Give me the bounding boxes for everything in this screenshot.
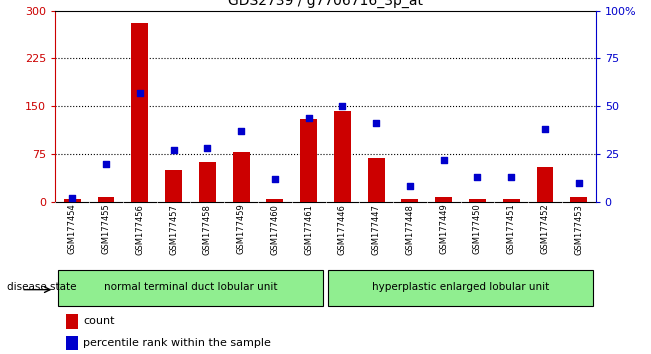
Bar <box>300 119 317 202</box>
Point <box>169 147 179 153</box>
Point <box>135 90 145 96</box>
Bar <box>368 159 385 202</box>
Bar <box>66 314 78 329</box>
Point <box>405 184 415 189</box>
Bar <box>334 111 351 202</box>
Text: GSM177449: GSM177449 <box>439 204 448 255</box>
Text: GSM177446: GSM177446 <box>338 204 347 255</box>
Point <box>574 180 584 185</box>
Point <box>472 174 482 180</box>
Text: GSM177447: GSM177447 <box>372 204 381 255</box>
Point <box>337 103 348 109</box>
Text: GSM177458: GSM177458 <box>203 204 212 255</box>
Text: GSM177457: GSM177457 <box>169 204 178 255</box>
Bar <box>165 170 182 202</box>
Text: GSM177460: GSM177460 <box>270 204 279 255</box>
Bar <box>199 162 215 202</box>
Text: GSM177453: GSM177453 <box>574 204 583 255</box>
Text: GSM177448: GSM177448 <box>406 204 415 255</box>
Point <box>67 195 77 201</box>
Point <box>371 121 381 126</box>
Text: hyperplastic enlarged lobular unit: hyperplastic enlarged lobular unit <box>372 282 549 292</box>
Bar <box>58 270 323 306</box>
Text: disease state: disease state <box>7 282 76 292</box>
Title: GDS2739 / g7706716_3p_at: GDS2739 / g7706716_3p_at <box>228 0 423 8</box>
Point <box>270 176 280 182</box>
Text: GSM177455: GSM177455 <box>102 204 111 255</box>
Bar <box>66 336 78 350</box>
Point <box>439 157 449 162</box>
Point <box>540 126 550 132</box>
Text: GSM177454: GSM177454 <box>68 204 77 255</box>
Text: count: count <box>83 316 115 326</box>
Bar <box>98 197 115 202</box>
Bar <box>570 197 587 202</box>
Bar <box>503 199 519 202</box>
Bar <box>436 197 452 202</box>
Bar <box>469 199 486 202</box>
Point <box>506 174 516 180</box>
Point <box>202 145 212 151</box>
Text: percentile rank within the sample: percentile rank within the sample <box>83 338 271 348</box>
Text: GSM177459: GSM177459 <box>236 204 245 255</box>
Text: GSM177450: GSM177450 <box>473 204 482 255</box>
Text: normal terminal duct lobular unit: normal terminal duct lobular unit <box>104 282 277 292</box>
Bar <box>266 199 283 202</box>
Point <box>101 161 111 166</box>
Point <box>236 128 246 134</box>
Bar <box>132 23 148 202</box>
Bar <box>232 152 249 202</box>
Bar <box>536 167 553 202</box>
Bar <box>402 199 419 202</box>
Text: GSM177452: GSM177452 <box>540 204 549 255</box>
Bar <box>328 270 593 306</box>
Bar <box>64 199 81 202</box>
Text: GSM177461: GSM177461 <box>304 204 313 255</box>
Text: GSM177451: GSM177451 <box>506 204 516 255</box>
Point <box>303 115 314 120</box>
Text: GSM177456: GSM177456 <box>135 204 145 255</box>
